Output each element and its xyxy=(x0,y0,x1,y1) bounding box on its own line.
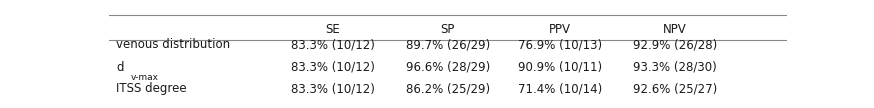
Text: d: d xyxy=(116,60,123,74)
Text: 93.3% (28/30): 93.3% (28/30) xyxy=(633,60,717,74)
Text: SE: SE xyxy=(325,23,340,36)
Text: SP: SP xyxy=(440,23,455,36)
Text: v-max: v-max xyxy=(131,73,159,82)
Text: 76.9% (10/13): 76.9% (10/13) xyxy=(517,38,602,51)
Text: 83.3% (10/12): 83.3% (10/12) xyxy=(291,60,375,74)
Text: 89.7% (26/29): 89.7% (26/29) xyxy=(406,38,490,51)
Text: 96.6% (28/29): 96.6% (28/29) xyxy=(406,60,490,74)
Text: 71.4% (10/14): 71.4% (10/14) xyxy=(517,82,602,95)
Text: 83.3% (10/12): 83.3% (10/12) xyxy=(291,38,375,51)
Text: 90.9% (10/11): 90.9% (10/11) xyxy=(517,60,602,74)
Text: PPV: PPV xyxy=(549,23,571,36)
Text: 86.2% (25/29): 86.2% (25/29) xyxy=(406,82,490,95)
Text: NPV: NPV xyxy=(663,23,687,36)
Text: 83.3% (10/12): 83.3% (10/12) xyxy=(291,82,375,95)
Text: ITSS degree: ITSS degree xyxy=(116,82,187,95)
Text: 92.6% (25/27): 92.6% (25/27) xyxy=(633,82,717,95)
Text: venous distribution: venous distribution xyxy=(116,38,230,51)
Text: 92.9% (26/28): 92.9% (26/28) xyxy=(633,38,717,51)
